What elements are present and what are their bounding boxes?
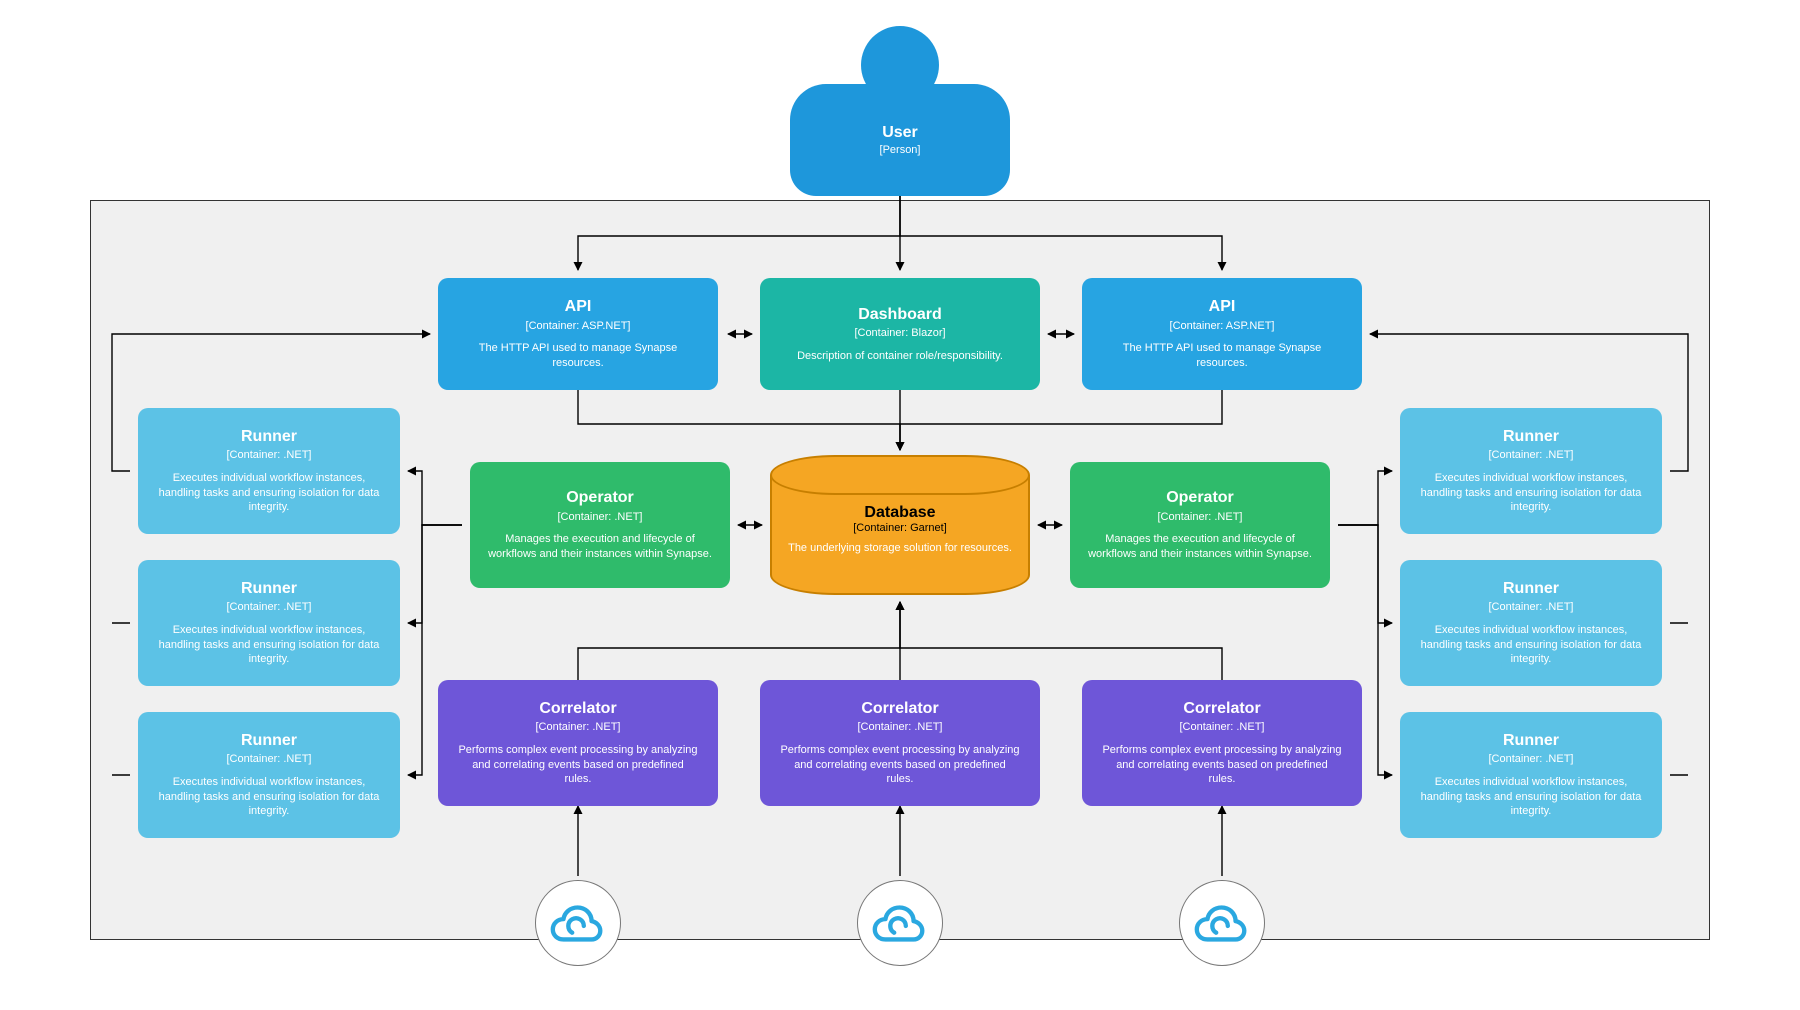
- db-title: Database: [864, 504, 935, 522]
- box-title: Dashboard: [858, 305, 942, 326]
- box-title: Runner: [1503, 427, 1559, 448]
- box-title: Operator: [1166, 488, 1234, 509]
- correlator-box-1: Correlator[Container: .NET] Performs comp…: [760, 680, 1040, 806]
- db-sub: [Container: Garnet]: [853, 522, 947, 534]
- runner-right-box-2: Runner[Container: .NET] Executes individu…: [1400, 712, 1662, 838]
- db-desc: The underlying storage solution for reso…: [788, 542, 1012, 554]
- box-desc: Executes individual workflow instances, …: [1416, 775, 1646, 820]
- box-sub: [Container: ASP.NET]: [526, 319, 631, 333]
- box-title: Operator: [566, 488, 634, 509]
- box-desc: Executes individual workflow instances, …: [154, 471, 384, 516]
- box-desc: Executes individual workflow instances, …: [154, 775, 384, 820]
- box-title: Runner: [1503, 731, 1559, 752]
- box-title: Runner: [241, 579, 297, 600]
- box-sub: [Container: .NET]: [1158, 510, 1243, 524]
- box-desc: Performs complex event processing by ana…: [1102, 743, 1342, 788]
- operator-right-box: Operator [Container: .NET] Manages the e…: [1070, 462, 1330, 588]
- box-title: Correlator: [861, 699, 938, 720]
- runner-left-box-2: Runner[Container: .NET] Executes individu…: [138, 712, 400, 838]
- runner-left-box-0: Runner[Container: .NET] Executes individu…: [138, 408, 400, 534]
- api-right-box: API [Container: ASP.NET] The HTTP API us…: [1082, 278, 1362, 390]
- box-sub: [Container: .NET]: [1180, 720, 1265, 734]
- dashboard-box: Dashboard [Container: Blazor] Descriptio…: [760, 278, 1040, 390]
- operator-left-box: Operator [Container: .NET] Manages the e…: [470, 462, 730, 588]
- box-desc: Manages the execution and lifecycle of w…: [486, 532, 714, 562]
- user-actor: User [Person]: [790, 26, 1010, 196]
- box-sub: [Container: .NET]: [1489, 752, 1574, 766]
- box-sub: [Container: Blazor]: [854, 326, 945, 340]
- box-desc: Performs complex event processing by ana…: [458, 743, 698, 788]
- box-sub: [Container: .NET]: [1489, 600, 1574, 614]
- box-desc: Description of container role/responsibi…: [797, 349, 1003, 364]
- box-title: Runner: [241, 427, 297, 448]
- box-sub: [Container: .NET]: [1489, 448, 1574, 462]
- box-desc: Executes individual workflow instances, …: [154, 623, 384, 668]
- runner-left-box-1: Runner[Container: .NET] Executes individu…: [138, 560, 400, 686]
- box-title: Runner: [1503, 579, 1559, 600]
- box-desc: The HTTP API used to manage Synapse reso…: [458, 341, 698, 371]
- box-desc: Executes individual workflow instances, …: [1416, 471, 1646, 516]
- runner-right-box-1: Runner[Container: .NET] Executes individu…: [1400, 560, 1662, 686]
- box-title: API: [1209, 297, 1236, 318]
- correlator-box-2: Correlator[Container: .NET] Performs comp…: [1082, 680, 1362, 806]
- runner-right-box-0: Runner[Container: .NET] Executes individu…: [1400, 408, 1662, 534]
- user-title: User: [882, 124, 918, 142]
- box-sub: [Container: .NET]: [858, 720, 943, 734]
- box-sub: [Container: .NET]: [558, 510, 643, 524]
- db-top-ellipse: [770, 455, 1030, 495]
- user-sub: [Person]: [880, 144, 921, 156]
- box-desc: Executes individual workflow instances, …: [1416, 623, 1646, 668]
- box-title: Correlator: [539, 699, 616, 720]
- database-cylinder: Database [Container: Garnet] The underly…: [770, 455, 1030, 595]
- correlator-box-0: Correlator[Container: .NET] Performs comp…: [438, 680, 718, 806]
- cloud-event-source-icon: [1179, 880, 1265, 966]
- cloud-event-source-icon: [857, 880, 943, 966]
- box-sub: [Container: .NET]: [227, 752, 312, 766]
- box-desc: Performs complex event processing by ana…: [780, 743, 1020, 788]
- box-sub: [Container: ASP.NET]: [1170, 319, 1275, 333]
- box-desc: Manages the execution and lifecycle of w…: [1086, 532, 1314, 562]
- box-sub: [Container: .NET]: [227, 448, 312, 462]
- box-title: Correlator: [1183, 699, 1260, 720]
- box-desc: The HTTP API used to manage Synapse reso…: [1102, 341, 1342, 371]
- box-title: Runner: [241, 731, 297, 752]
- api-left-box: API [Container: ASP.NET] The HTTP API us…: [438, 278, 718, 390]
- box-sub: [Container: .NET]: [227, 600, 312, 614]
- cloud-event-source-icon: [535, 880, 621, 966]
- box-sub: [Container: .NET]: [536, 720, 621, 734]
- box-title: API: [565, 297, 592, 318]
- user-body: User [Person]: [790, 84, 1010, 196]
